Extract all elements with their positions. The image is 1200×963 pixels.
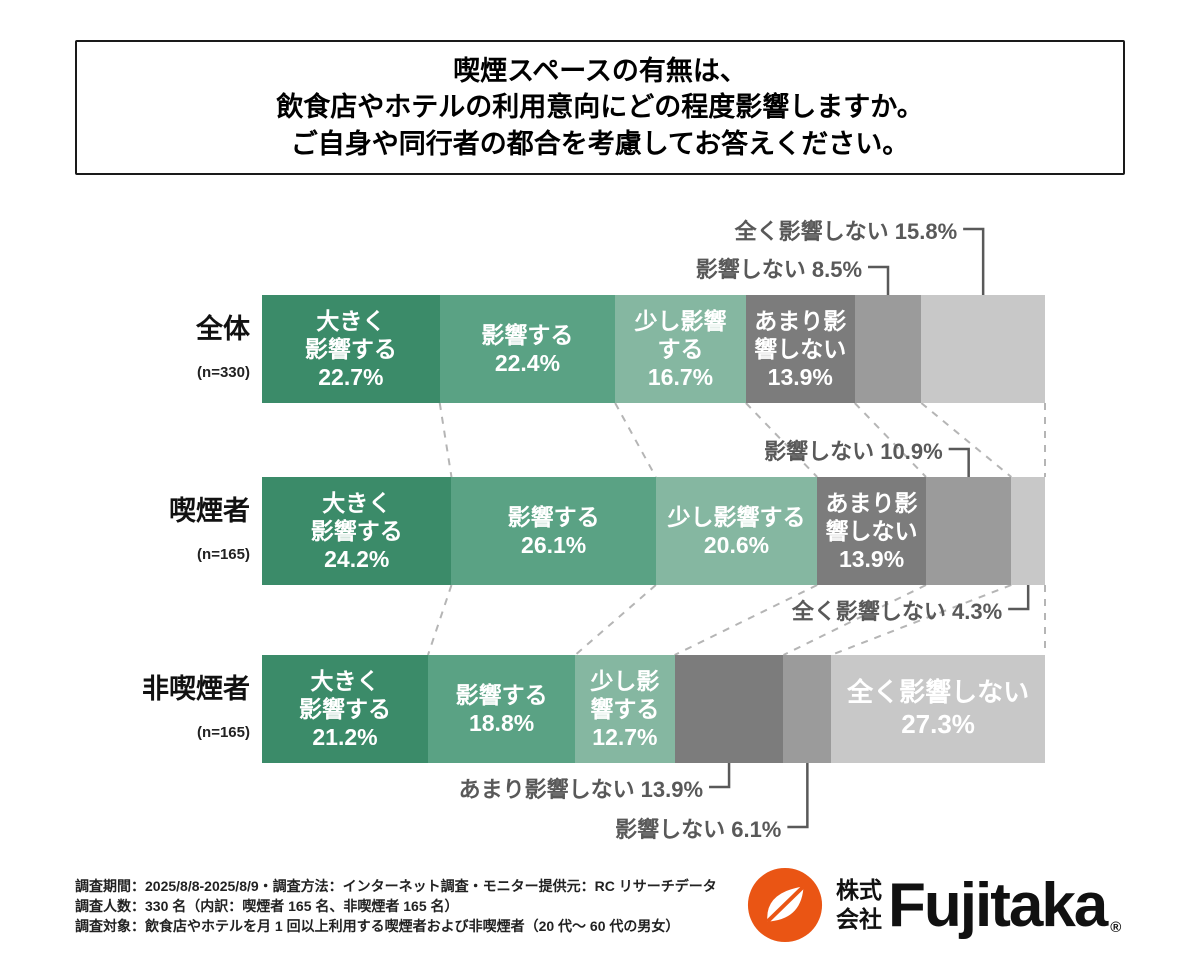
bar-segment: 少し影響する 20.6%: [655, 477, 818, 585]
bar-segment: 影響する 18.8%: [427, 655, 576, 763]
title-line-2: 飲食店やホテルの利用意向にどの程度影響しますか。: [276, 92, 924, 123]
bar-segment: 少し影 響する 12.7%: [575, 655, 675, 763]
survey-notes: 調査期間：2025/8/8-2025/8/9・調査方法：インターネット調査・モニ…: [75, 876, 717, 936]
bar-segment: 大きく 影響する 21.2%: [262, 655, 428, 763]
bar-segment: [783, 655, 832, 763]
bar-segment: 少し影響 する 16.7%: [615, 295, 746, 403]
bar-segment: [674, 655, 784, 763]
bar-segment-label: 影響する 22.4%: [481, 321, 574, 376]
bar-segment-label: 大きく 影響する 21.2%: [298, 667, 391, 751]
category-label: 全体 (n=330): [196, 307, 250, 381]
stacked-bar-row: 大きく 影響する 24.2% 影響する 26.1% 少し影響する 20.6% あまり影…: [262, 477, 1045, 585]
logo-company-type: 株式 会社: [836, 876, 882, 934]
callout-label: 全く影響しない 4.3%: [791, 599, 1003, 624]
bar-segment-label: 少し影響する 20.6%: [667, 503, 806, 558]
stacked-bar-row: 大きく 影響する 21.2% 影響する 18.8% 少し影 響する 12.7% 全く影…: [262, 655, 1045, 763]
category-name: 喫煙者: [169, 496, 250, 526]
callout-label: 影響しない 8.5%: [695, 257, 863, 282]
callout-label: 全く影響しない 15.8%: [734, 219, 958, 244]
callout-label: 影響しない 10.9%: [764, 439, 943, 464]
title-line-3: ご自身や同行者の都合を考慮してお答えください。: [290, 128, 910, 159]
survey-question-title: 喫煙スペースの有無は、 飲食店やホテルの利用意向にどの程度影響しますか。 ご自身…: [75, 40, 1125, 176]
bar-segment-label: 大きく 影響する 22.7%: [304, 307, 397, 391]
bar-segment: [925, 477, 1012, 585]
callout-label: 影響しない 6.1%: [615, 817, 782, 842]
bar-segment: [1011, 477, 1045, 585]
bar-segment-label: 少し影響 する 16.7%: [634, 307, 727, 391]
bar-segment: 大きく 影響する 22.7%: [262, 295, 440, 403]
registered-trademark-symbol: ®: [1110, 919, 1122, 936]
category-label: 喫煙者 (n=165): [169, 489, 250, 563]
logo-company-line-2: 会社: [836, 906, 882, 932]
logo-company-line-1: 株式: [836, 877, 882, 904]
survey-note-line-2: 調査人数：330 名（内訳：喫煙者 165 名、非喫煙者 165 名）: [75, 898, 459, 914]
category-n: (n=165): [197, 546, 250, 563]
bar-segment-label: あまり影 響しない 13.9%: [754, 307, 847, 391]
bar-segment: [854, 295, 922, 403]
bar-segment-label: 大きく 影響する 24.2%: [310, 489, 403, 573]
bar-segment: 全く影響しない 27.3%: [831, 655, 1045, 763]
category-name: 全体: [196, 314, 250, 344]
stacked-bar-row: 大きく 影響する 22.7% 影響する 22.4% 少し影響 する 16.7% あまり…: [262, 295, 1045, 403]
title-line-1: 喫煙スペースの有無は、: [453, 56, 747, 86]
bar-segment: 大きく 影響する 24.2%: [262, 477, 452, 585]
bar-segment: あまり影 響しない 13.9%: [745, 295, 855, 403]
category-name: 非喫煙者: [142, 674, 250, 704]
callout-label: あまり影響しない 13.9%: [458, 777, 704, 802]
bar-segment-label: あまり影 響しない 13.9%: [825, 489, 918, 573]
category-n: (n=165): [197, 724, 250, 741]
bar-segment: [921, 295, 1045, 403]
fujitaka-logo: 株式 会社 Fujitaka ®: [746, 866, 1121, 944]
category-n: (n=330): [197, 364, 250, 381]
bar-segment: 影響する 22.4%: [439, 295, 616, 403]
fujitaka-leaf-icon: [747, 867, 823, 943]
survey-note-line-1: 調査期間：2025/8/8-2025/8/9・調査方法：インターネット調査・モニ…: [75, 878, 717, 894]
bar-segment: あまり影 響しない 13.9%: [817, 477, 926, 585]
bar-segment-label: 影響する 18.8%: [455, 681, 548, 736]
bar-segment-label: 全く影響しない 27.3%: [847, 677, 1030, 739]
survey-note-line-3: 調査対象：飲食店やホテルを月 1 回以上利用する喫煙者および非喫煙者（20 代～…: [75, 918, 680, 934]
bar-segment-label: 少し影 響する 12.7%: [590, 667, 660, 751]
logo-brand-name: Fujitaka: [888, 870, 1108, 940]
category-label: 非喫煙者 (n=165): [142, 667, 250, 741]
bar-segment-label: 影響する 26.1%: [507, 503, 600, 558]
bar-segment: 影響する 26.1%: [451, 477, 656, 585]
